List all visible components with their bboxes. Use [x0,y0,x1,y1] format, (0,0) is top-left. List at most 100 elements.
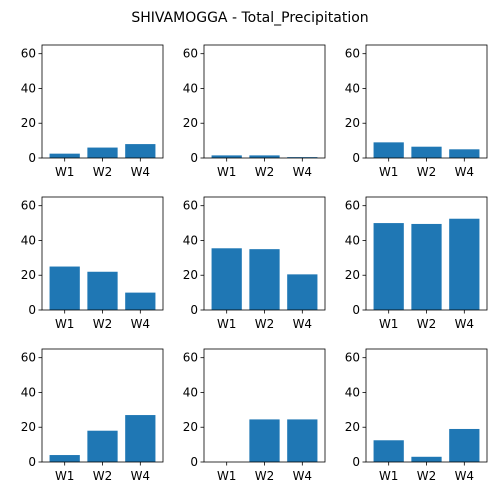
bar-w2 [87,147,118,158]
x-tick-label: W4 [455,165,475,179]
x-tick-label: W2 [417,165,437,179]
subplot-7: 0 20 40 60 W1 W2 W4 [21,348,164,483]
subplot-2: 0 20 40 60 W1 W2 W4 [183,44,326,179]
x-tick-label: W1 [379,469,399,483]
y-tick-label: 60 [183,199,198,213]
x-tick-label: W1 [379,165,399,179]
bar-w2 [249,155,280,158]
y-tick-label: 60 [183,351,198,365]
bar-w1 [211,248,242,310]
bar-w2 [411,456,442,462]
x-tick-label: W1 [217,317,237,331]
axes-frame [41,44,164,159]
bar-w2 [411,146,442,158]
x-tick-label: W1 [55,469,75,483]
axes-frame [203,44,326,159]
chart-title: SHIVAMOGGA - Total_Precipitation [131,10,368,26]
bar-w4 [449,428,480,462]
x-tick-label: W4 [293,469,313,483]
y-tick-label: 0 [190,455,198,469]
x-tick-label: W4 [131,317,151,331]
x-tick-label: W4 [293,165,313,179]
y-tick-label: 60 [345,351,360,365]
y-tick-label: 40 [21,385,36,399]
axes-frame [365,44,488,159]
bar-w4 [125,292,156,310]
y-tick-label: 40 [183,233,198,247]
bar-w2 [249,249,280,310]
y-tick-label: 20 [21,116,36,130]
y-tick-label: 20 [21,420,36,434]
y-tick-label: 0 [352,455,360,469]
x-tick-label: W2 [93,165,113,179]
x-tick-label: W1 [217,165,237,179]
bar-w2 [411,223,442,310]
x-tick-label: W2 [417,469,437,483]
y-tick-label: 60 [21,47,36,61]
bar-w2 [87,430,118,462]
x-tick-label: W2 [93,469,113,483]
subplot-4: 0 20 40 60 W1 W2 W4 [21,196,164,331]
y-tick-label: 0 [28,151,36,165]
y-tick-label: 60 [183,47,198,61]
x-tick-label: W1 [217,469,237,483]
x-tick-label: W4 [455,317,475,331]
x-tick-label: W2 [255,165,275,179]
bar-w1 [49,455,80,462]
y-tick-label: 40 [183,385,198,399]
y-tick-label: 20 [345,420,360,434]
x-tick-label: W4 [455,469,475,483]
x-tick-label: W1 [379,317,399,331]
bar-w4 [449,149,480,158]
subplot-6: 0 20 40 60 W1 W2 W4 [345,196,488,331]
y-tick-label: 60 [345,199,360,213]
bar-w4 [287,274,318,310]
y-tick-label: 40 [345,81,360,95]
y-tick-label: 40 [21,81,36,95]
y-tick-label: 0 [28,303,36,317]
x-tick-label: W2 [255,317,275,331]
y-tick-label: 20 [183,420,198,434]
x-tick-label: W4 [131,165,151,179]
subplot-8: 0 20 40 60 W1 W2 W4 [183,348,326,483]
bar-w1 [373,440,404,462]
subplot-5: 0 20 40 60 W1 W2 W4 [183,196,326,331]
y-tick-label: 40 [345,233,360,247]
x-tick-label: W2 [417,317,437,331]
y-tick-label: 60 [21,199,36,213]
y-tick-label: 40 [183,81,198,95]
y-tick-label: 20 [345,116,360,130]
bar-w1 [373,142,404,158]
y-tick-label: 0 [352,303,360,317]
x-tick-label: W4 [293,317,313,331]
bar-w1 [49,153,80,158]
x-tick-label: W4 [131,469,151,483]
subplot-9: 0 20 40 60 W1 W2 W4 [345,348,488,483]
subplot-3: 0 20 40 60 W1 W2 W4 [345,44,488,179]
x-tick-label: W1 [55,317,75,331]
y-tick-label: 60 [21,351,36,365]
bar-w1 [373,223,404,310]
bar-w1 [49,266,80,310]
y-tick-label: 20 [21,268,36,282]
bar-w2 [249,419,280,462]
y-tick-label: 0 [352,151,360,165]
y-tick-label: 20 [183,116,198,130]
y-tick-label: 0 [28,455,36,469]
y-tick-label: 20 [183,268,198,282]
subplot-1: 0 20 40 60 W1 W2 W4 [21,44,164,179]
y-tick-label: 60 [345,47,360,61]
y-tick-label: 40 [21,233,36,247]
bar-w2 [87,271,118,310]
bar-w1 [211,155,242,158]
y-tick-label: 0 [190,151,198,165]
bar-w4 [287,157,318,158]
bar-w4 [125,144,156,158]
y-tick-label: 0 [190,303,198,317]
bar-w4 [125,415,156,462]
bar-w4 [287,419,318,462]
y-tick-label: 40 [345,385,360,399]
x-tick-label: W2 [93,317,113,331]
x-tick-label: W2 [255,469,275,483]
